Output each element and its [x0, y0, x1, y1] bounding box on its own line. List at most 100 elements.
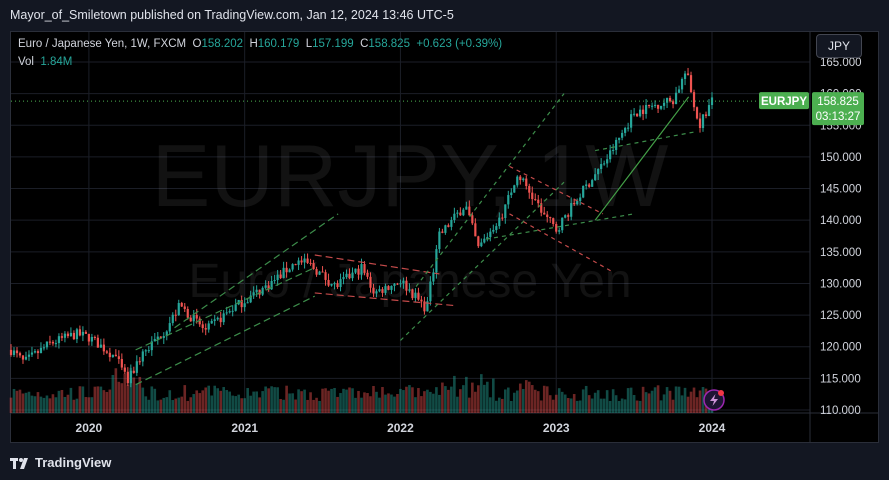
candle-body	[396, 283, 399, 285]
volume-bar	[584, 385, 588, 413]
volume-bar	[111, 374, 115, 413]
chart-frame[interactable]	[10, 31, 879, 443]
volume-bar	[659, 400, 663, 413]
high-label: H	[249, 38, 258, 50]
volume-bar	[123, 373, 127, 413]
volume-bar	[423, 391, 426, 413]
tradingview-brand[interactable]: TradingView	[10, 455, 111, 470]
candle-body	[366, 272, 369, 277]
y-tick-label: 115.000	[820, 373, 861, 385]
last-price-tag: EURJPY 158.825 03:13:27	[759, 92, 864, 126]
candle-body	[30, 352, 34, 355]
volume-bar	[632, 395, 636, 413]
x-tick-label: 2021	[231, 421, 258, 435]
volume-bar	[372, 385, 375, 413]
volume-bar	[402, 390, 405, 413]
y-tick-label: 135.000	[820, 247, 862, 259]
volume-bar	[51, 394, 55, 413]
volume-bar	[15, 390, 19, 413]
candle-body	[522, 178, 525, 181]
volume-bar	[66, 394, 70, 413]
candle-body	[72, 332, 76, 340]
volume-bar	[381, 387, 384, 413]
volume-bar	[117, 381, 121, 413]
volume-bar	[300, 391, 303, 413]
volume-bar	[420, 396, 423, 413]
candle-body	[615, 139, 618, 150]
volume-bar	[530, 385, 534, 413]
candle-body	[465, 206, 468, 210]
volume-bar	[620, 398, 624, 413]
candle-body	[671, 101, 675, 105]
volume-bar	[255, 391, 258, 413]
candle-body	[531, 192, 534, 200]
candle-body	[552, 218, 555, 225]
candle-body	[87, 333, 90, 342]
candle-body	[653, 104, 657, 106]
volume-bar	[521, 389, 525, 413]
volume-bar	[126, 384, 130, 413]
candle-body	[69, 332, 73, 337]
candle-body	[677, 89, 681, 93]
volume-bar	[378, 397, 381, 413]
volume-bar	[186, 400, 190, 413]
volume-bar	[695, 397, 699, 413]
volume-bar	[503, 389, 507, 413]
volume-bar	[462, 385, 465, 413]
candle-body	[165, 331, 168, 336]
volume-bar	[387, 393, 390, 413]
volume-bar	[102, 390, 106, 413]
close-value: 158.825	[368, 38, 410, 50]
candle-body	[597, 168, 600, 175]
volume-bar	[468, 397, 471, 413]
candle-body	[390, 285, 393, 290]
candle-body	[348, 273, 351, 279]
channel-line	[415, 93, 565, 287]
candle-body	[45, 341, 49, 348]
candle-body	[216, 317, 219, 320]
volume-bar	[512, 392, 516, 413]
candle-body	[582, 185, 585, 198]
alert-icon[interactable]	[703, 389, 725, 411]
candle-body	[321, 271, 324, 273]
volume-bar	[587, 395, 591, 413]
volume-bar	[141, 387, 145, 413]
currency-button[interactable]: JPY	[816, 34, 862, 58]
candle-body	[641, 109, 645, 114]
candle-body	[516, 176, 519, 186]
symbol-tag	[759, 92, 809, 110]
price-tag-value: 158.825	[817, 96, 859, 108]
volume-bar	[390, 394, 393, 413]
candle-body	[680, 79, 684, 90]
volume-bar	[36, 392, 40, 413]
candle-body	[252, 292, 255, 296]
candle-body	[405, 280, 408, 291]
candle-body	[270, 280, 273, 290]
candle-body	[683, 73, 687, 80]
volume-bar	[144, 396, 148, 413]
candle-body	[192, 314, 195, 322]
volume-bar	[611, 389, 615, 413]
volume-bar	[336, 396, 339, 413]
watermark-symbol: EURJPY, 1W	[152, 126, 669, 225]
candle-body	[447, 225, 450, 227]
x-tick-label: 2022	[387, 421, 414, 435]
volume-bar	[249, 395, 252, 413]
volume-bar	[626, 388, 630, 413]
candle-body	[207, 323, 210, 330]
volume-bar	[489, 397, 492, 413]
volume-bar	[48, 398, 52, 413]
candle-body	[525, 178, 528, 187]
volume-bar	[495, 400, 498, 413]
top-bar	[0, 0, 889, 31]
volume-bar	[264, 386, 267, 413]
volume-bar	[120, 383, 124, 413]
candle-body	[15, 350, 19, 354]
candle-body	[177, 302, 180, 316]
candle-body	[258, 289, 261, 295]
candle-body	[546, 214, 549, 218]
candle-body	[399, 283, 402, 285]
volume-bar	[518, 383, 522, 413]
volume-bar	[201, 390, 205, 413]
